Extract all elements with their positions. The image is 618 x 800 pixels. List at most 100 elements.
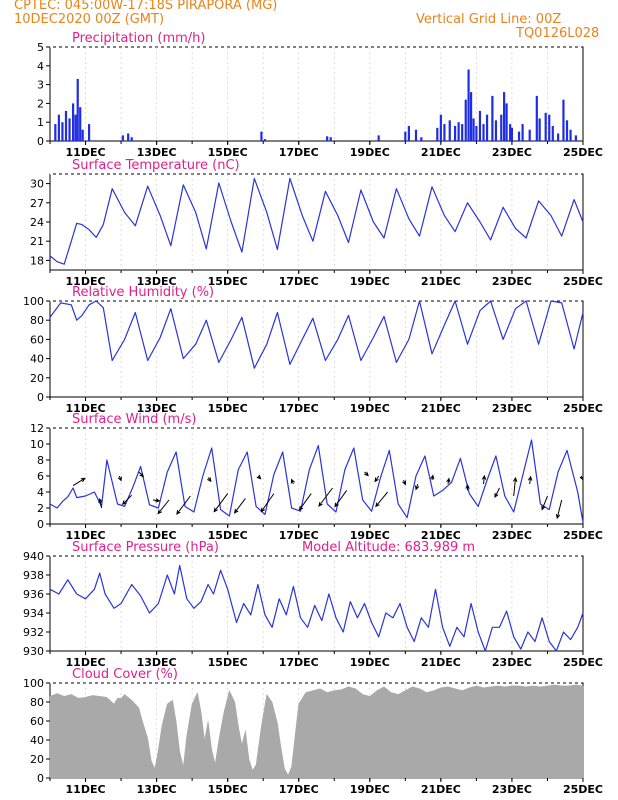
- precip-bar: [404, 131, 407, 141]
- precip-bar: [260, 131, 263, 141]
- series-line: [49, 177, 584, 265]
- y-tick-label: 3: [37, 79, 44, 92]
- y-tick-label: 24: [30, 216, 44, 229]
- wind-arrow: [364, 471, 369, 477]
- precip-bar: [420, 137, 423, 141]
- x-tick-label: 11DEC: [66, 656, 106, 669]
- x-tick-label: 19DEC: [350, 783, 390, 796]
- panel-frame: [49, 427, 584, 525]
- x-tick-label: 23DEC: [492, 529, 532, 542]
- precip-bar: [130, 137, 133, 141]
- precip-bar: [54, 124, 57, 141]
- precip-bar: [453, 125, 457, 141]
- precip-bar: [443, 124, 446, 141]
- x-tick-label: 21DEC: [421, 275, 461, 288]
- precip-bar: [127, 133, 130, 141]
- wind-arrow: [157, 499, 170, 515]
- x-tick-label: 25DEC: [563, 146, 603, 159]
- y-tick-label: 0: [37, 391, 44, 404]
- y-tick-label: 30: [30, 178, 44, 191]
- panel-title: Relative Humidity (%): [72, 285, 214, 300]
- x-tick-label: 17DEC: [279, 529, 319, 542]
- precip-bar: [79, 107, 82, 141]
- precip-bar: [448, 120, 451, 141]
- precip-bar: [263, 139, 267, 141]
- y-tick-label: 20: [30, 753, 44, 766]
- panel-0: 0 1 2 3 4 5 11DEC 13DEC 15DEC 17DEC 19DEC 21DEC 23DE…: [37, 31, 603, 159]
- x-tick-label: 15DEC: [208, 275, 248, 288]
- precip-bar: [491, 95, 494, 141]
- x-tick-label: 17DEC: [279, 402, 319, 415]
- precip-bar: [464, 99, 467, 141]
- wind-arrow: [494, 487, 500, 499]
- precip-bar: [510, 127, 514, 141]
- precip-bar: [377, 135, 380, 141]
- y-tick-label: 2: [37, 97, 44, 110]
- panel-annotation: Model Altitude: 683.989 m: [302, 540, 475, 555]
- wind-arrow: [512, 476, 518, 497]
- y-tick-label: 12: [30, 422, 44, 435]
- precip-bar: [528, 129, 531, 141]
- y-tick-label: 0: [37, 135, 44, 148]
- y-tick-label: 10: [30, 438, 44, 451]
- y-tick-label: 0: [37, 518, 44, 531]
- wind-arrow: [176, 495, 191, 515]
- wind-arrow: [402, 479, 407, 486]
- panel-frame: [49, 173, 584, 271]
- precip-bar: [562, 99, 565, 141]
- precip-bar: [414, 129, 418, 141]
- x-tick-label: 21DEC: [421, 656, 461, 669]
- wind-arrow: [152, 498, 161, 503]
- precip-bar: [439, 114, 442, 141]
- x-tick-label: 19DEC: [350, 146, 390, 159]
- x-tick-label: 13DEC: [137, 402, 177, 415]
- precip-bar: [517, 131, 521, 141]
- panel-1: 18 21 24 27 30 11DEC 13DEC 15DEC 17DEC 19DEC 21DEC…: [30, 158, 603, 288]
- precip-bar: [503, 92, 506, 141]
- precip-bar: [76, 78, 79, 141]
- x-tick-label: 15DEC: [208, 783, 248, 796]
- precip-bar: [57, 114, 60, 141]
- series-line: [49, 564, 584, 652]
- wind-arrow: [334, 490, 348, 508]
- y-tick-label: 4: [37, 60, 44, 73]
- precip-bar: [544, 112, 547, 141]
- x-tick-label: 21DEC: [421, 529, 461, 542]
- y-tick-label: 21: [30, 235, 44, 248]
- precip-bar: [505, 103, 508, 141]
- wind-arrow: [415, 483, 420, 491]
- wind-arrow: [256, 474, 262, 480]
- x-tick-label: 25DEC: [563, 402, 603, 415]
- y-tick-label: 938: [23, 569, 44, 582]
- y-tick-label: 60: [30, 333, 44, 346]
- precip-bar: [61, 122, 64, 141]
- y-tick-label: 930: [23, 645, 44, 658]
- x-tick-label: 11DEC: [66, 402, 106, 415]
- precip-bar: [521, 124, 524, 141]
- x-tick-label: 11DEC: [66, 275, 106, 288]
- x-tick-label: 25DEC: [563, 275, 603, 288]
- wind-arrow: [374, 475, 380, 483]
- x-tick-label: 15DEC: [208, 529, 248, 542]
- precip-bar: [87, 124, 91, 141]
- x-tick-label: 23DEC: [492, 656, 532, 669]
- precip-bar: [551, 125, 554, 141]
- header-station: CPTEC: 045:00W-17:18S PIRAPORA (MG): [14, 0, 278, 13]
- panel-2: 0 20 40 60 80 100 11DEC 13DEC 15DEC 17DEC 19DEC 21D…: [23, 285, 603, 415]
- y-tick-label: 8: [37, 454, 44, 467]
- x-tick-label: 17DEC: [279, 783, 319, 796]
- x-tick-label: 23DEC: [492, 146, 532, 159]
- panel-title: Surface Pressure (hPa): [72, 540, 219, 555]
- panel-4: 930 932 934 936 938 940 11DEC 13DEC 15DEC 17DEC 19…: [23, 540, 603, 669]
- wind-arrow: [446, 477, 451, 485]
- precip-bar: [557, 133, 560, 141]
- panel-title: Surface Temperature (nC): [72, 158, 240, 173]
- precip-bar: [538, 118, 541, 141]
- precip-bar: [329, 137, 332, 141]
- x-tick-label: 15DEC: [208, 656, 248, 669]
- series-line: [49, 439, 584, 523]
- x-tick-label: 13DEC: [137, 529, 177, 542]
- y-tick-label: 940: [23, 550, 44, 563]
- y-tick-label: 5: [37, 41, 44, 54]
